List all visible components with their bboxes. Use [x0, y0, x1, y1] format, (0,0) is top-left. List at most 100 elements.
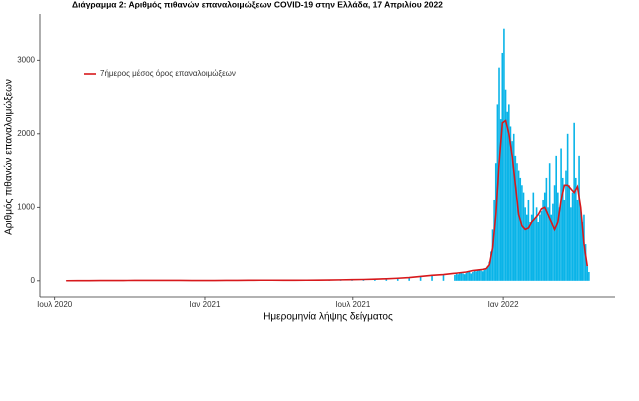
bar: [535, 207, 538, 281]
bar: [543, 192, 546, 281]
bar: [522, 192, 525, 281]
bar: [431, 274, 433, 281]
bar: [467, 271, 469, 281]
bar: [524, 207, 526, 281]
bar: [475, 271, 477, 281]
bar: [462, 273, 464, 281]
bar: [566, 133, 569, 281]
bar: [491, 229, 494, 281]
bar: [532, 192, 535, 281]
bar: [463, 274, 466, 281]
bar: [504, 89, 507, 281]
bar: [521, 185, 523, 281]
y-tick-label: 2000: [17, 129, 35, 138]
bar: [476, 269, 479, 281]
bar: [470, 273, 473, 281]
bar: [586, 266, 589, 281]
legend-label: 7ήμερος μέσος όρος επαναλοιμώξεων: [100, 69, 236, 78]
bar: [529, 222, 531, 281]
bar: [396, 278, 399, 281]
bar: [579, 207, 582, 281]
x-tick-label: Ιουλ 2020: [37, 300, 73, 309]
bar: [547, 207, 549, 281]
bar: [573, 122, 575, 281]
bar: [460, 272, 463, 281]
bar: [465, 272, 468, 281]
bar: [557, 192, 559, 281]
bar: [473, 270, 476, 281]
bar: [527, 199, 530, 281]
bar: [457, 274, 459, 281]
bar: [442, 274, 445, 281]
bar: [548, 163, 551, 281]
bar: [588, 272, 590, 281]
bar: [563, 199, 566, 281]
bar: [553, 185, 556, 281]
bar: [501, 52, 504, 281]
y-tick-label: 0: [31, 276, 36, 285]
bar: [576, 199, 579, 281]
bar: [516, 163, 518, 281]
bar: [552, 203, 554, 281]
average-line: [66, 119, 589, 282]
chart-title: Διάγραμμα 2: Αριθμός πιθανών επαναλοιμώξ…: [72, 0, 443, 9]
bar: [480, 270, 482, 281]
bar: [530, 214, 533, 281]
bar: [517, 170, 520, 281]
bar: [545, 177, 548, 281]
y-tick-label: 1000: [17, 202, 35, 211]
bar: [558, 207, 561, 281]
bar: [499, 119, 502, 281]
bar: [508, 104, 510, 281]
bar: [503, 28, 505, 281]
bar: [561, 177, 564, 281]
bar: [514, 155, 517, 281]
y-axis-title: Αριθμός πιθανών επαναλοιμώξεων: [3, 79, 15, 235]
y-tick-label: 3000: [17, 55, 35, 64]
bar: [478, 269, 481, 281]
bar: [459, 272, 461, 281]
bar: [550, 214, 553, 281]
bar: [584, 244, 587, 281]
bar: [568, 185, 571, 281]
x-tick-label: Ιουλ 2021: [335, 300, 371, 309]
bar: [408, 277, 410, 281]
bar: [555, 155, 557, 281]
bar: [540, 210, 543, 281]
bar: [534, 218, 536, 281]
bar: [374, 279, 376, 281]
bar: [488, 261, 491, 281]
bar: [506, 111, 508, 281]
bar: [542, 199, 544, 281]
bar: [565, 170, 567, 281]
bar: [511, 141, 513, 281]
bar: [455, 273, 458, 281]
bar: [560, 148, 562, 281]
bar: [570, 207, 572, 281]
x-tick-label: Ιαν 2022: [488, 300, 519, 309]
bar: [512, 133, 515, 281]
bar: [454, 274, 456, 281]
bar: [509, 126, 512, 281]
bar: [574, 177, 577, 281]
bar: [481, 271, 484, 281]
bar: [493, 199, 495, 281]
bar: [490, 251, 492, 281]
bar: [485, 268, 487, 281]
bar: [472, 272, 474, 281]
bar: [578, 155, 580, 281]
bar: [537, 222, 540, 281]
bar: [468, 272, 471, 281]
bar: [581, 222, 584, 281]
bar: [486, 266, 489, 281]
bar: [519, 177, 522, 281]
bar: [571, 192, 574, 281]
bar: [419, 276, 422, 281]
x-tick-label: Ιαν 2021: [190, 300, 221, 309]
bar: [385, 278, 388, 281]
x-axis-title: Ημερομηνία λήψης δείγματος: [263, 311, 393, 323]
bar: [539, 214, 541, 281]
bar: [525, 214, 528, 281]
bar: [483, 269, 486, 281]
